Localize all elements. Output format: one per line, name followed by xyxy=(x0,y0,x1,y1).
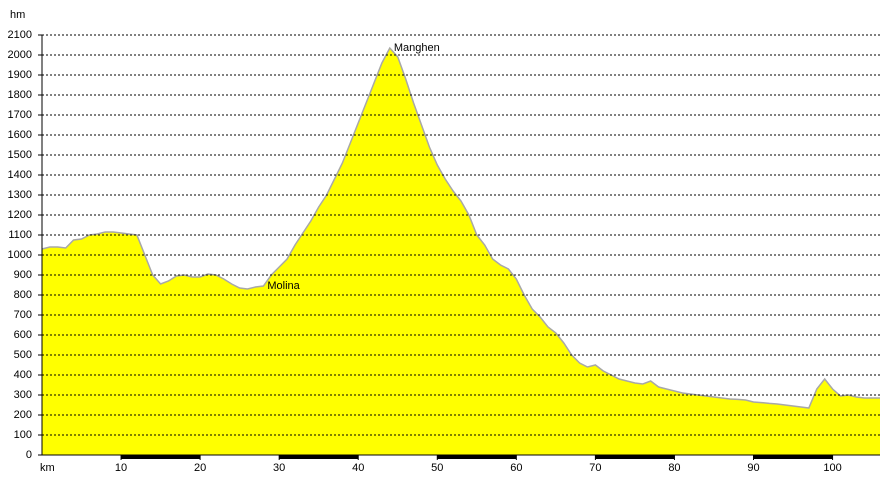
y-tick-label: 1100 xyxy=(8,229,32,241)
annotation: Manghen xyxy=(394,42,440,54)
y-tick-label: 500 xyxy=(14,349,32,361)
x-tick-label: 100 xyxy=(823,462,841,474)
scale-bar xyxy=(753,455,833,459)
elevation-area xyxy=(42,48,880,455)
y-tick-label: 1300 xyxy=(8,189,32,201)
x-tick-label: 50 xyxy=(431,462,443,474)
y-tick-label: 2100 xyxy=(8,29,32,41)
y-tick-label: 0 xyxy=(26,449,32,461)
y-tick-label: 2000 xyxy=(8,49,32,61)
y-tick-label: 1900 xyxy=(8,69,32,81)
x-tick-label: 90 xyxy=(747,462,759,474)
y-axis-label: hm xyxy=(10,9,25,21)
y-tick-label: 100 xyxy=(14,429,32,441)
x-axis-label: km xyxy=(40,462,55,474)
y-tick-label: 1000 xyxy=(8,249,32,261)
y-tick-label: 200 xyxy=(14,409,32,421)
y-tick-label: 1500 xyxy=(8,149,32,161)
x-tick-label: 60 xyxy=(510,462,522,474)
y-tick-label: 700 xyxy=(14,309,32,321)
y-tick-label: 1600 xyxy=(8,129,32,141)
y-tick-label: 1200 xyxy=(8,209,32,221)
y-tick-label: 1800 xyxy=(8,89,32,101)
y-tick-label: 600 xyxy=(14,329,32,341)
y-tick-label: 1700 xyxy=(8,109,32,121)
x-tick-label: 20 xyxy=(194,462,206,474)
y-tick-label: 1400 xyxy=(8,169,32,181)
scale-bar xyxy=(437,455,517,459)
x-tick-label: 30 xyxy=(273,462,285,474)
scale-bar xyxy=(595,455,675,459)
y-tick-label: 900 xyxy=(14,269,32,281)
x-tick-label: 10 xyxy=(115,462,127,474)
y-tick-label: 300 xyxy=(14,389,32,401)
annotation: Molina xyxy=(267,280,300,292)
y-tick-label: 800 xyxy=(14,289,32,301)
scale-bar xyxy=(121,455,201,459)
scale-bar xyxy=(279,455,359,459)
y-tick-label: 400 xyxy=(14,369,32,381)
x-tick-label: 80 xyxy=(668,462,680,474)
x-tick-label: 40 xyxy=(352,462,364,474)
elevation-line xyxy=(41,46,880,409)
x-tick-label: 70 xyxy=(589,462,601,474)
